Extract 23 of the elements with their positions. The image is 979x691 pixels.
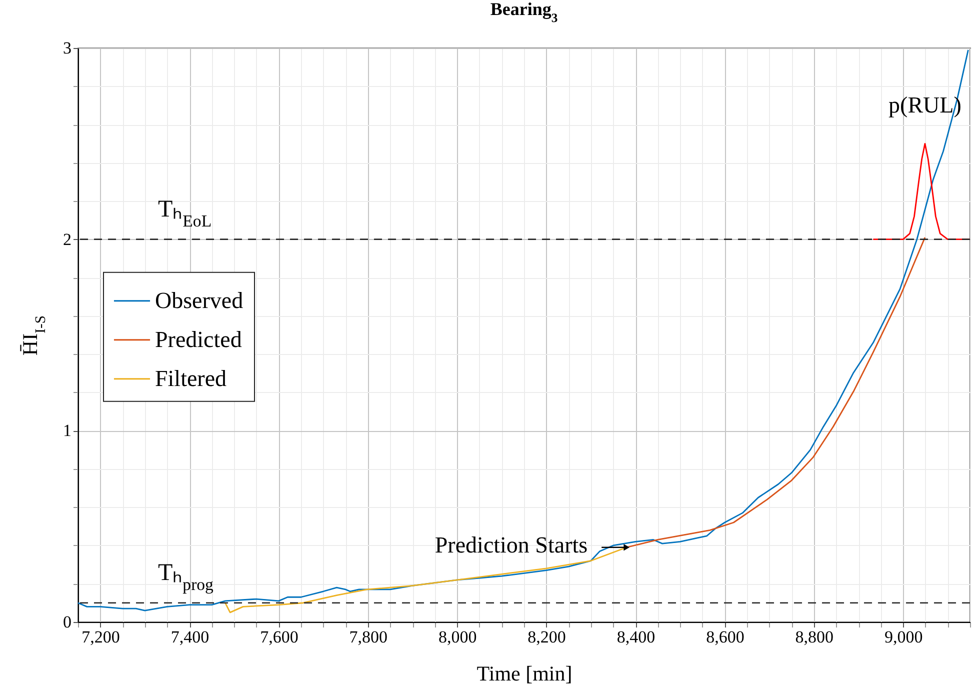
x-tick-label: 8,600 bbox=[706, 628, 744, 646]
legend-label: Observed bbox=[155, 288, 244, 313]
line-series bbox=[77, 49, 969, 612]
y-tick-label: 3 bbox=[63, 38, 72, 58]
legend-label: Predicted bbox=[155, 326, 242, 352]
y-tick-label: 1 bbox=[63, 421, 72, 440]
annotation: Prediction Starts bbox=[434, 532, 588, 558]
x-tick-label: 8,000 bbox=[438, 628, 477, 646]
x-tick-label: 7,600 bbox=[260, 628, 298, 646]
x-tick-label: 7,800 bbox=[349, 628, 388, 646]
x-tick-label: 7,400 bbox=[170, 628, 210, 646]
ref-line-label: Tₕ$_{prog}$ bbox=[158, 560, 214, 594]
x-tick-label: 8,400 bbox=[616, 628, 656, 646]
x-axis-title: Time [min] bbox=[476, 662, 572, 686]
x-tick-label: 8,800 bbox=[795, 628, 834, 646]
chart-title: Bearing$_{3}$ bbox=[490, 0, 558, 25]
x-tick-label: 8,200 bbox=[528, 628, 566, 646]
x-tick-label: 9,000 bbox=[884, 628, 923, 646]
y-tick-label: 2 bbox=[63, 230, 72, 249]
ref-line-label: Tₕ$_{EoL}$ bbox=[158, 196, 212, 230]
legend-label: Filtered bbox=[155, 366, 228, 391]
y-tick-label: 0 bbox=[63, 612, 72, 632]
x-tick-label: 7,200 bbox=[82, 628, 120, 646]
